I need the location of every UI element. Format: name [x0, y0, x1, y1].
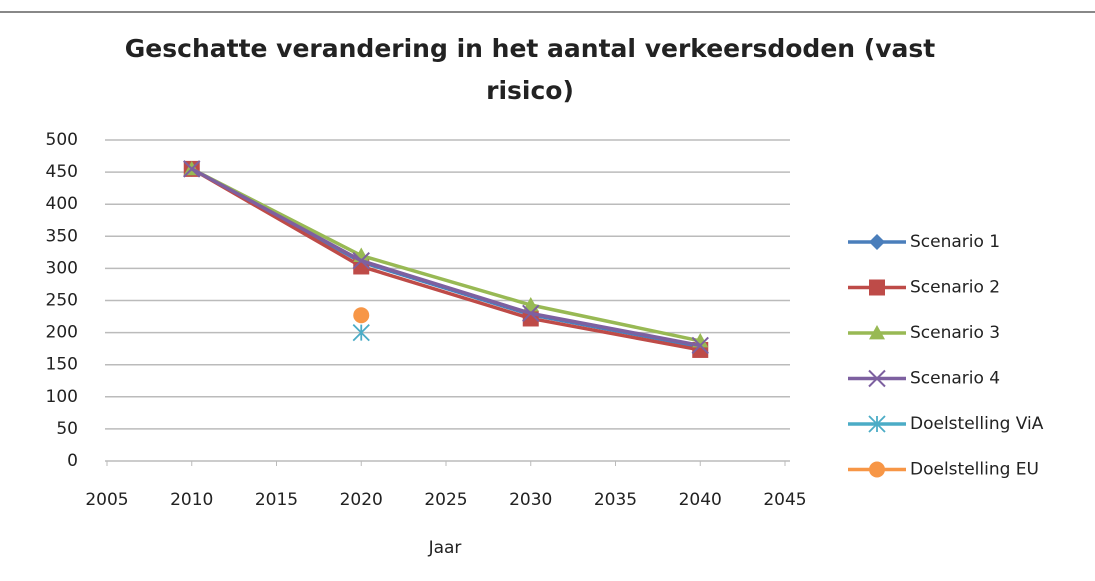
y-tick-label: 300 [46, 258, 78, 278]
y-tick-label: 150 [46, 355, 78, 375]
y-tick-label: 50 [56, 419, 78, 439]
x-tick-label: 2015 [255, 490, 298, 510]
legend-label: Scenario 4 [910, 369, 1000, 389]
legend-marker [869, 461, 885, 478]
legend-label: Scenario 3 [910, 323, 1000, 343]
legend-marker [869, 325, 885, 340]
y-tick-label: 350 [46, 226, 78, 246]
legend-label: Doelstelling EU [910, 460, 1039, 480]
x-tick-label: 2030 [509, 490, 552, 510]
legend-marker [869, 234, 885, 250]
y-tick-label: 200 [46, 323, 78, 343]
legend-label: Scenario 1 [910, 232, 1000, 252]
legend-label: Scenario 2 [910, 278, 1000, 298]
point [352, 251, 370, 270]
y-tick-label: 100 [46, 387, 78, 407]
point [691, 336, 709, 355]
legend-marker [868, 369, 886, 388]
y-tick-label: 250 [46, 291, 78, 311]
x-tick-label: 2025 [424, 490, 467, 510]
y-tick-label: 0 [67, 451, 78, 471]
x-tick-label: 2035 [594, 490, 637, 510]
series-line [190, 167, 701, 349]
point [353, 307, 370, 324]
x-axis-label: Jaar [428, 538, 462, 558]
point [522, 304, 540, 323]
x-tick-label: 2045 [763, 490, 806, 510]
y-tick-label: 450 [46, 162, 78, 182]
y-tick-label: 500 [46, 130, 78, 150]
legend-label: Doelstelling ViA [910, 414, 1044, 434]
series-line [190, 167, 701, 352]
x-tick-label: 2010 [170, 490, 213, 510]
series-line [190, 167, 701, 348]
point [183, 160, 201, 178]
x-tick-label: 2005 [85, 490, 128, 510]
legend-marker [869, 279, 885, 296]
y-tick-label: 400 [46, 194, 78, 214]
legend-marker [868, 415, 886, 433]
chart-title: Geschatte verandering in het aantal verk… [124, 34, 936, 105]
point [522, 296, 539, 312]
series-line [190, 167, 701, 343]
point [352, 323, 370, 342]
x-tick-label: 2040 [679, 490, 722, 510]
x-tick-label: 2020 [340, 490, 383, 510]
